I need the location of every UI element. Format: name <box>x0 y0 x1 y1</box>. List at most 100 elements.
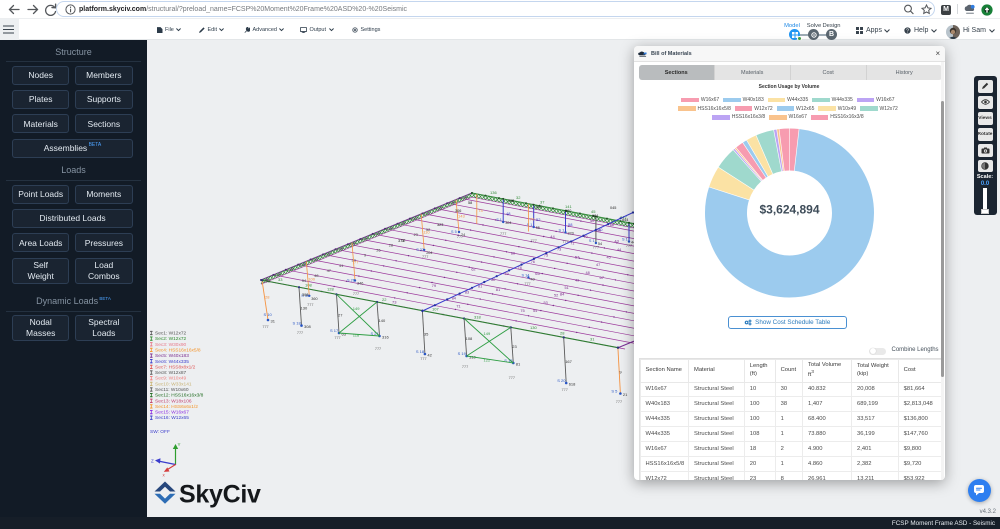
svg-text:S 1: S 1 <box>589 239 595 243</box>
svg-text:Sec7: HSS8x8x1/2: Sec7: HSS8x8x1/2 <box>155 364 196 370</box>
svg-text:Y: Y <box>178 442 181 447</box>
svg-text:360: 360 <box>311 297 317 301</box>
svg-text:63: 63 <box>342 332 347 337</box>
svg-text:Sec9: W10x49: Sec9: W10x49 <box>155 376 187 382</box>
svg-text:149: 149 <box>353 306 360 311</box>
svg-text:79: 79 <box>530 216 535 221</box>
svg-text:80: 80 <box>491 278 495 282</box>
svg-text:48: 48 <box>506 211 511 216</box>
svg-text:308: 308 <box>304 324 311 329</box>
svg-text:50: 50 <box>266 279 271 284</box>
svg-text:x: x <box>163 473 166 478</box>
svg-text:v4.3.2: v4.3.2 <box>980 509 997 515</box>
svg-text:52: 52 <box>554 294 558 298</box>
svg-text:Sec14: HSS6x6x1/2: Sec14: HSS6x6x1/2 <box>155 404 198 410</box>
svg-text:67: 67 <box>600 275 605 280</box>
svg-text:75: 75 <box>544 254 548 258</box>
svg-text:84: 84 <box>452 297 456 301</box>
svg-text:24: 24 <box>461 233 465 237</box>
svg-text:44: 44 <box>617 248 621 252</box>
svg-text:680: 680 <box>565 209 571 213</box>
svg-text:Sec6: W44x335: Sec6: W44x335 <box>155 359 189 365</box>
svg-text:Sec11: W10x60: Sec11: W10x60 <box>155 387 189 393</box>
svg-text:41: 41 <box>339 264 343 268</box>
svg-text:S 27: S 27 <box>416 248 424 252</box>
svg-text:78: 78 <box>518 266 522 270</box>
svg-text:777: 777 <box>457 235 463 239</box>
svg-text:9: 9 <box>364 254 366 258</box>
svg-text:143: 143 <box>458 213 465 218</box>
svg-text:50: 50 <box>598 227 603 232</box>
svg-text:649: 649 <box>536 205 542 209</box>
svg-text:130: 130 <box>530 325 537 330</box>
svg-text:Sec4: HSS16x16x5/8: Sec4: HSS16x16x5/8 <box>155 347 201 353</box>
svg-text:167: 167 <box>565 359 572 364</box>
svg-text:53: 53 <box>544 301 548 305</box>
svg-text:52: 52 <box>536 217 541 222</box>
svg-text:777: 777 <box>500 232 506 236</box>
svg-text:58: 58 <box>568 222 573 227</box>
svg-text:777: 777 <box>375 347 381 351</box>
svg-text:Sec13: W18x106: Sec13: W18x106 <box>155 398 192 404</box>
svg-text:304: 304 <box>505 221 511 225</box>
svg-text:777: 777 <box>593 246 599 250</box>
svg-text:308: 308 <box>508 199 514 203</box>
svg-text:58: 58 <box>468 201 472 205</box>
svg-text:S 15: S 15 <box>504 358 513 363</box>
svg-text:79: 79 <box>432 283 437 288</box>
svg-text:37: 37 <box>540 199 545 204</box>
svg-text:71: 71 <box>570 241 574 245</box>
svg-text:81: 81 <box>516 362 521 367</box>
svg-text:?: ? <box>906 28 909 34</box>
svg-text:107: 107 <box>432 306 439 311</box>
svg-text:S 14: S 14 <box>522 274 530 278</box>
svg-text:777: 777 <box>262 325 268 329</box>
svg-text:141: 141 <box>565 204 572 209</box>
svg-text:65: 65 <box>535 271 540 276</box>
svg-text:43: 43 <box>614 238 619 243</box>
svg-text:S 5: S 5 <box>611 389 618 394</box>
svg-text:28: 28 <box>389 243 393 247</box>
svg-text:323: 323 <box>437 223 443 227</box>
svg-text:Sec16: W12x65: Sec16: W12x65 <box>155 415 189 421</box>
svg-text:83: 83 <box>465 291 469 295</box>
svg-text:21: 21 <box>623 392 628 397</box>
svg-text:Sec5: W40x183: Sec5: W40x183 <box>155 353 189 359</box>
svg-text:57: 57 <box>575 255 580 260</box>
svg-text:28: 28 <box>560 331 565 336</box>
svg-text:Sec1: W12x72: Sec1: W12x72 <box>155 331 187 337</box>
svg-text:777: 777 <box>524 282 530 286</box>
svg-text:40: 40 <box>531 278 535 282</box>
svg-text:76: 76 <box>531 260 535 264</box>
svg-text:Sec12: HSS16x16x3/8: Sec12: HSS16x16x3/8 <box>155 393 204 399</box>
svg-text:318: 318 <box>474 314 481 319</box>
svg-text:42: 42 <box>427 353 432 358</box>
svg-text:48: 48 <box>586 271 590 275</box>
svg-text:371: 371 <box>398 239 404 243</box>
svg-text:70: 70 <box>583 235 587 239</box>
svg-text:74: 74 <box>478 208 483 213</box>
svg-text:26: 26 <box>376 249 380 253</box>
svg-text:28: 28 <box>265 295 270 300</box>
svg-text:Sec2: W12x72: Sec2: W12x72 <box>155 336 187 342</box>
svg-text:S 26: S 26 <box>347 279 355 283</box>
svg-text:48: 48 <box>314 274 318 278</box>
svg-text:32: 32 <box>516 195 521 200</box>
svg-text:31: 31 <box>271 319 276 324</box>
svg-text:777: 777 <box>307 303 313 307</box>
svg-text:100: 100 <box>308 276 315 281</box>
svg-text:Z: Z <box>151 459 154 464</box>
svg-text:55: 55 <box>536 226 540 230</box>
svg-text:777: 777 <box>422 255 428 259</box>
svg-text:58: 58 <box>401 238 405 242</box>
svg-text:73: 73 <box>557 247 561 251</box>
svg-text:S 1: S 1 <box>496 218 502 222</box>
svg-text:51: 51 <box>565 286 569 290</box>
svg-text:9: 9 <box>619 370 622 375</box>
svg-text:SW: OFF: SW: OFF <box>150 429 170 435</box>
svg-text:71: 71 <box>456 304 461 309</box>
svg-text:23: 23 <box>512 344 517 349</box>
svg-text:47: 47 <box>596 263 600 267</box>
svg-text:35: 35 <box>424 331 429 336</box>
svg-text:777: 777 <box>353 292 359 296</box>
